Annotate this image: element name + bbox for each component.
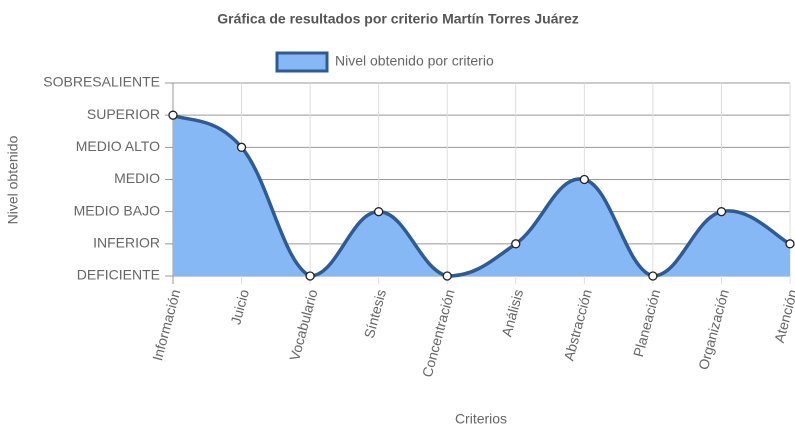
point	[236, 142, 247, 152]
x-tick-label: Información	[149, 288, 183, 363]
point	[511, 239, 521, 249]
y-tick-label: SUPERIOR	[87, 106, 160, 122]
x-tick-label: Vocabulario	[286, 287, 320, 362]
point	[716, 207, 727, 217]
x-tick-label: Síntesis	[361, 288, 389, 340]
x-tick-label: Análisis	[498, 288, 526, 339]
x-tick-label: Atención	[771, 288, 795, 345]
y-tick-label: MEDIO BAJO	[74, 202, 160, 218]
x-tick-label: Planeación	[630, 288, 663, 359]
y-tick-label: DEFICIENTE	[77, 267, 160, 283]
x-tick-label: Abstracción	[560, 288, 594, 363]
point	[785, 239, 795, 249]
y-tick-label: MEDIO	[114, 170, 160, 186]
x-tick-label: Organización	[695, 288, 732, 372]
area	[173, 115, 790, 277]
point	[579, 174, 589, 185]
point	[374, 207, 384, 217]
point	[442, 271, 452, 281]
chart-title: Gráfica de resultados por criterio Martí…	[217, 11, 579, 27]
y-tick-label: SOBRESALIENTE	[43, 74, 160, 90]
line	[172, 113, 791, 278]
legend-swatch[interactable]	[275, 51, 329, 73]
point	[648, 271, 658, 281]
y-axis-title: Nivel obtenido	[5, 135, 21, 224]
point	[305, 271, 315, 281]
x-tick-label: Concentración	[419, 288, 458, 379]
point	[168, 110, 178, 120]
legend-label[interactable]: Nivel obtenido por criterio	[335, 53, 494, 69]
y-tick-label: INFERIOR	[93, 235, 160, 251]
y-tick-label: MEDIO ALTO	[76, 138, 160, 154]
x-axis-title: Criterios	[455, 411, 507, 427]
x-tick-label: Juicio	[227, 287, 252, 326]
